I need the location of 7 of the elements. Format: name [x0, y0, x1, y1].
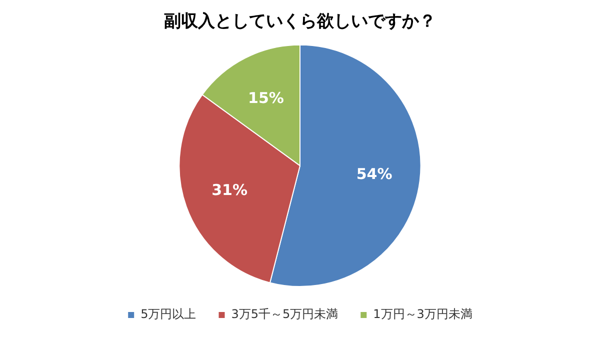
chart-title: 副収入としていくら欲しいですか？ [164, 12, 436, 32]
legend-label: 3万5千～5万円未満 [231, 307, 338, 322]
data-label: 31% [212, 180, 248, 199]
legend-label: 5万円以上 [140, 307, 196, 322]
legend-label: 1万円～3万円未満 [373, 307, 472, 322]
data-label: 15% [248, 88, 284, 107]
data-label: 54% [356, 164, 392, 183]
